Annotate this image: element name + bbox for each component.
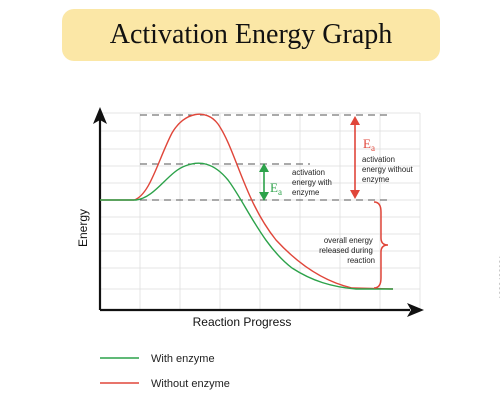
energy-released-annotation: overall energy released during reaction xyxy=(319,236,375,265)
with-enzyme-curve xyxy=(100,162,393,290)
red-ea-symbol: Ea xyxy=(363,136,375,153)
energy-released-brace xyxy=(373,201,389,289)
title-banner: Activation Energy Graph xyxy=(62,9,440,61)
red-activation-arrow xyxy=(350,116,360,199)
legend-label-with-enzyme: With enzyme xyxy=(151,353,215,365)
legend: With enzyme Without enzyme xyxy=(100,353,230,390)
green-ea-symbol: Ea xyxy=(270,180,282,197)
without-enzyme-curve xyxy=(100,113,394,290)
legend-label-without-enzyme: Without enzyme xyxy=(151,378,230,390)
x-axis-arrowhead xyxy=(407,303,424,317)
y-axis-label: Energy xyxy=(76,209,90,247)
y-axis-arrowhead xyxy=(93,107,107,124)
page-title: Activation Energy Graph xyxy=(109,19,393,50)
without-enzyme-annotation: activation energy without enzyme xyxy=(362,155,415,184)
x-axis-label: Reaction Progress xyxy=(193,315,292,329)
with-enzyme-annotation: activation energy with enzyme xyxy=(292,168,334,197)
green-activation-arrow xyxy=(259,163,269,201)
dashed-reference-lines xyxy=(140,114,390,201)
axes xyxy=(98,118,410,312)
